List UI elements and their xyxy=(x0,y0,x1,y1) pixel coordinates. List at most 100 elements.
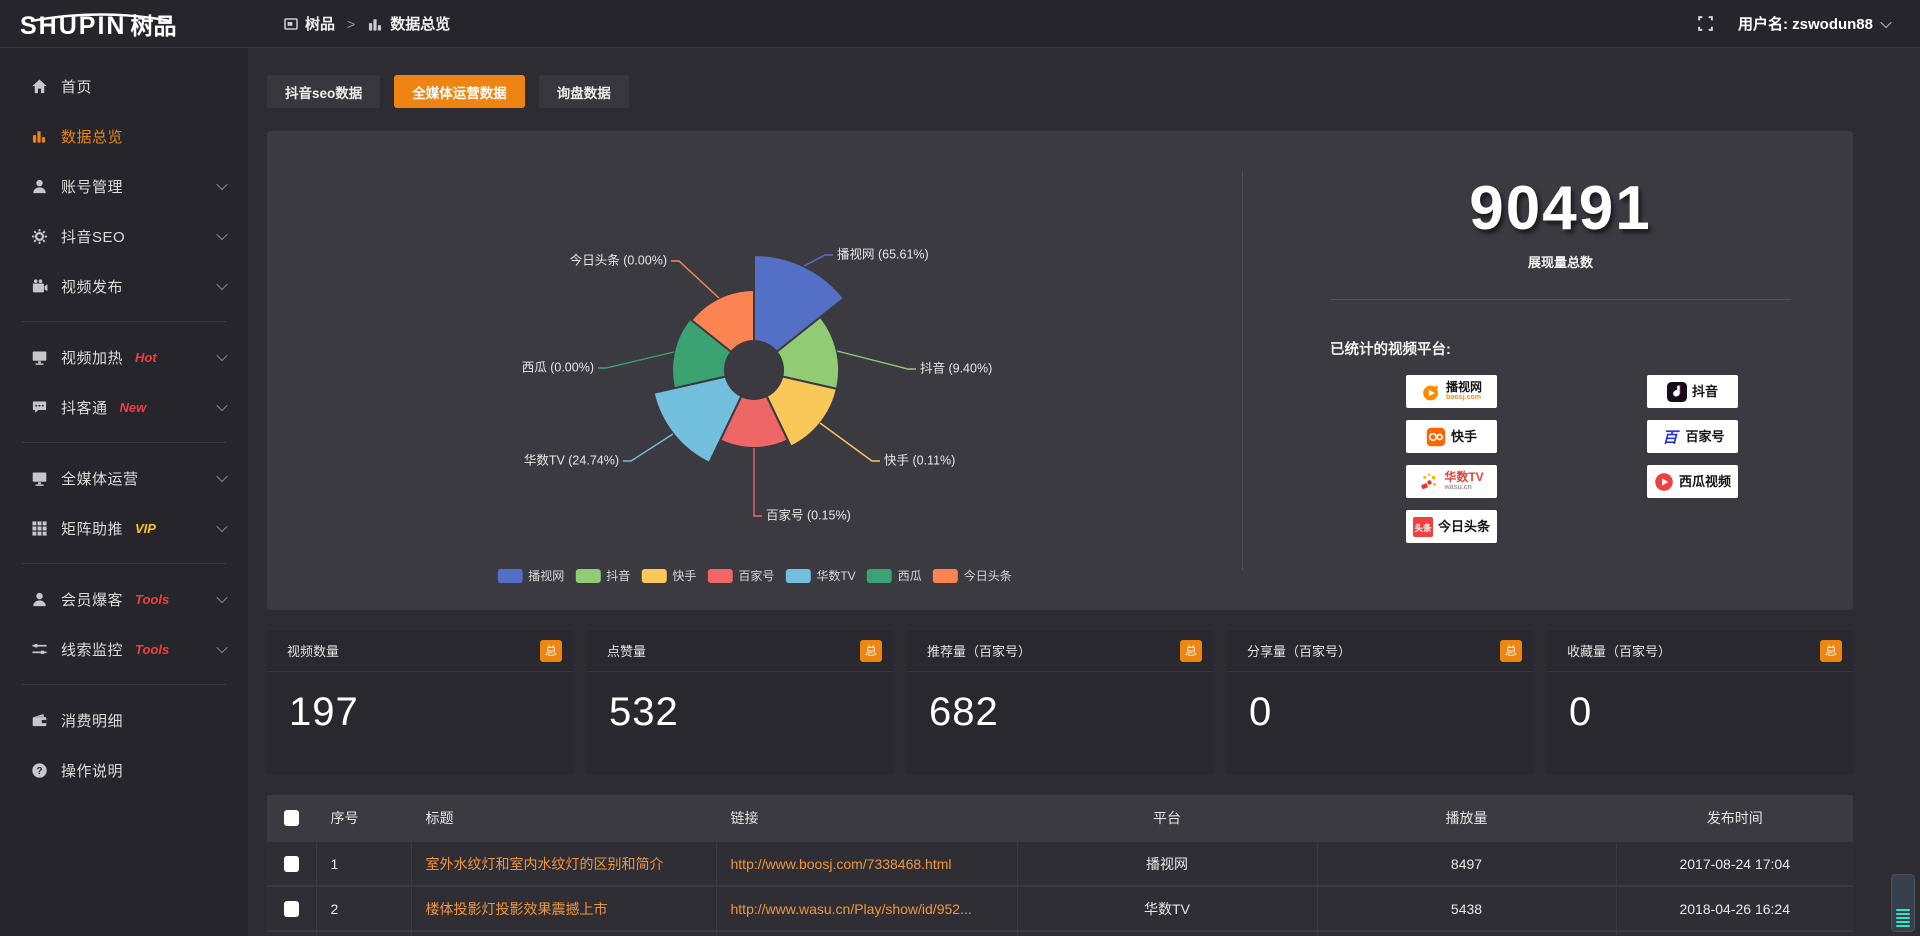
sidebar-item-label: 全媒体运营 xyxy=(61,470,139,488)
video-publish-icon xyxy=(30,277,48,295)
url-link[interactable]: http://www.wasu.cn/Play/show/id/952... xyxy=(716,886,1018,932)
logo-arc-icon xyxy=(30,12,172,22)
stat-card-header: 推荐量（百家号） 总 xyxy=(907,630,1213,672)
total-badge: 总 xyxy=(1180,639,1202,662)
sidebar-item-consumption-detail[interactable]: 消费明细 xyxy=(0,695,248,745)
sidebar-item-operation-guide[interactable]: ? 操作说明 xyxy=(0,745,248,795)
douyin-icon xyxy=(1666,381,1687,402)
select-all-checkbox[interactable] xyxy=(283,809,299,826)
row-checkbox[interactable] xyxy=(283,900,299,917)
legend-item-boshiwang[interactable]: 播视网 xyxy=(497,567,564,584)
legend-item-wasu-tv[interactable]: 华数TV xyxy=(785,567,856,584)
pie-slice-boshiwang[interactable] xyxy=(753,253,846,354)
sidebar-item-home[interactable]: 首页 xyxy=(0,61,248,111)
pie-slice-wasu-tv[interactable] xyxy=(652,375,743,465)
url-link[interactable]: http://www.boosj.com/7338468.html xyxy=(716,841,1018,887)
sidebar-item-label: 数据总览 xyxy=(61,128,124,146)
column-header: 发布时间 xyxy=(1616,795,1853,842)
chevron-down-icon xyxy=(216,520,228,533)
legend-item-kuaishou[interactable]: 快手 xyxy=(641,567,696,584)
pie-label-boshiwang: 播视网 (65.61%) xyxy=(837,246,929,261)
sidebar-item-douyin-seo[interactable]: 抖音SEO xyxy=(0,211,248,261)
svg-text:?: ? xyxy=(36,766,42,777)
pie-slice-kuaishou[interactable] xyxy=(765,375,839,448)
stat-card-like-count: 点赞量 总 532 xyxy=(587,630,893,775)
row-select-cell xyxy=(267,886,317,932)
total-badge: 总 xyxy=(1500,639,1522,662)
platform-subtext: wasu.cn xyxy=(1444,483,1472,491)
breadcrumb: 树品 > 数据总览 xyxy=(284,13,450,34)
pie-slice-toutiao[interactable] xyxy=(690,288,755,354)
wallet-icon xyxy=(30,711,48,729)
tab-inquiry-data[interactable]: 询盘数据 xyxy=(538,75,629,108)
breadcrumb-item-shupin[interactable]: 树品 xyxy=(284,13,335,34)
sidebar-item-label: 首页 xyxy=(61,78,93,96)
videos-table: 序号 标题 链接 平台 播放量 发布时间 1 室外水纹灯和室内水纹灯的区别和简介 http://… xyxy=(267,795,1853,936)
platform-name: 百家号 xyxy=(1685,428,1725,444)
sidebar-item-data-overview[interactable]: 数据总览 xyxy=(0,111,248,161)
summary-panel: 90491 展现量总数 已统计的视频平台: 播视网 boosj.com 快手 华数TV… xyxy=(1242,131,1853,610)
legend-item-xigua[interactable]: 西瓜 xyxy=(866,567,922,584)
videos-table-wrap: 序号 标题 链接 平台 播放量 发布时间 1 室外水纹灯和室内水纹灯的区别和简介 http://… xyxy=(267,795,1853,936)
sidebar-item-media-operation[interactable]: 全媒体运营 xyxy=(0,453,248,503)
grid-icon xyxy=(30,519,48,537)
sidebar-item-matrix-boost[interactable]: 矩阵助推 VIP xyxy=(0,503,248,553)
column-header: 播放量 xyxy=(1317,795,1617,842)
chevron-down-icon xyxy=(216,178,228,191)
breadcrumb-separator: > xyxy=(347,15,356,32)
fullscreen-icon[interactable] xyxy=(1697,15,1714,32)
platform-badge-kuaishou: 快手 xyxy=(1406,420,1497,453)
platform-name: 西瓜视频 xyxy=(1678,473,1731,489)
pie-label-douyin: 抖音 (9.40%) xyxy=(920,360,992,375)
floating-widget[interactable] xyxy=(1891,874,1915,932)
platform-cell: 华数TV xyxy=(1017,886,1318,932)
column-header: 平台 xyxy=(1017,795,1318,842)
table-header-row: 序号 标题 链接 平台 播放量 发布时间 xyxy=(267,795,1853,842)
tab-douyin-seo-data[interactable]: 抖音seo数据 xyxy=(267,75,381,108)
total-badge: 总 xyxy=(1820,639,1842,662)
stat-card-value: 197 xyxy=(289,690,359,734)
legend-item-toutiao[interactable]: 今日头条 xyxy=(932,567,1012,584)
title-link[interactable]: 楼体投影灯投影效果震撼上市 xyxy=(411,886,717,932)
time-cell: 2017-08-24 17:04 xyxy=(1616,841,1853,887)
stat-cards-row: 视频数量总 197 点赞量总 532 推荐量（百家号）总 682 分享量（百家号）总 0 收藏量… xyxy=(267,630,1853,775)
user-icon xyxy=(30,177,48,195)
empty-cell xyxy=(411,931,717,936)
legend-item-douyin[interactable]: 抖音 xyxy=(575,567,630,584)
sidebar-item-badge: VIP xyxy=(135,520,156,536)
legend-label: 百家号 xyxy=(738,569,775,583)
platform-name: 抖音 xyxy=(1691,383,1718,399)
stat-card-video-count: 视频数量 总 197 xyxy=(267,630,573,775)
platform-badge-boshiwang: 播视网 boosj.com xyxy=(1406,375,1497,408)
platform-subtext: boosj.com xyxy=(1445,393,1481,401)
user-menu[interactable]: 用户名: zswodun88 xyxy=(1738,13,1892,34)
pie-slice-douyin[interactable] xyxy=(775,315,840,391)
sidebar-item-badge: New xyxy=(119,399,147,415)
sidebar-item-video-heating[interactable]: 视频加热 Hot xyxy=(0,332,248,382)
platform-name: 华数TV xyxy=(1444,470,1484,485)
platform-badge-baijiahao: 百百家号 xyxy=(1647,420,1738,453)
app-logo[interactable]: SHUPIN 树品 xyxy=(0,7,248,41)
title-link[interactable]: 室外水纹灯和室内水纹灯的区别和简介 xyxy=(411,841,717,887)
sidebar-item-member-leads[interactable]: 会员爆客 Tools xyxy=(0,574,248,624)
sidebar-item-clue-monitor[interactable]: 线索监控 Tools xyxy=(0,624,248,674)
chart-legend: 播视网 抖音 快手 百家号 华数TV 西瓜 今日头条 xyxy=(497,567,1012,584)
breadcrumb-label: 树品 xyxy=(305,16,336,33)
tab-media-operation-data[interactable]: 全媒体运营数据 xyxy=(394,75,525,108)
pie-slice-xigua[interactable] xyxy=(671,317,733,390)
stat-card-value: 0 xyxy=(1249,690,1273,734)
stat-card-label: 收藏量（百家号） xyxy=(1567,644,1672,659)
breadcrumb-item-data-overview[interactable]: 数据总览 xyxy=(367,13,450,34)
sidebar-item-account-management[interactable]: 账号管理 xyxy=(0,161,248,211)
kuaishou-icon xyxy=(1426,427,1446,447)
xigua-icon xyxy=(1654,472,1674,492)
pie-slice-baijiahao[interactable] xyxy=(718,394,790,450)
sidebar-item-badge: Tools xyxy=(135,641,170,657)
sidebar-item-douketong[interactable]: 抖客通 New xyxy=(0,382,248,432)
monitor-icon xyxy=(30,469,48,487)
app-window-icon xyxy=(284,17,298,31)
table-row-partial xyxy=(267,931,1853,936)
row-checkbox[interactable] xyxy=(283,855,299,872)
legend-item-baijiahao[interactable]: 百家号 xyxy=(707,567,774,584)
sidebar-item-video-publish[interactable]: 视频发布 xyxy=(0,261,248,311)
